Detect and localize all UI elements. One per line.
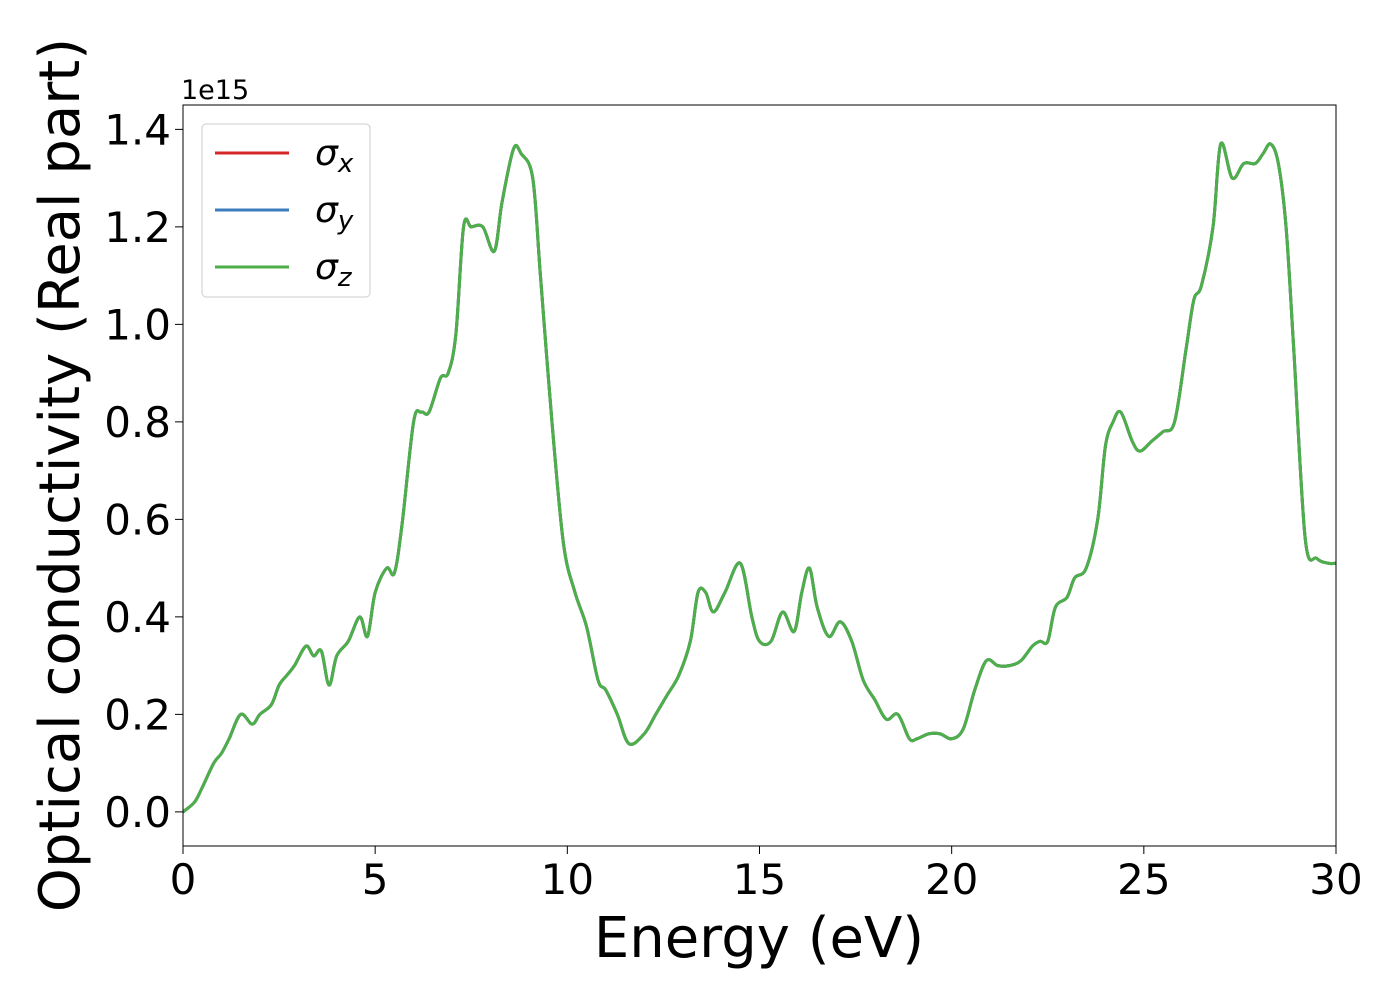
x-tick-label: 0 [170, 855, 197, 904]
y-tick-label: 0.6 [104, 495, 171, 544]
plot-lines [183, 141, 1336, 814]
x-tick-label: 5 [362, 855, 389, 904]
x-tick-label: 15 [733, 855, 786, 904]
legend-label-y: σy [315, 190, 354, 236]
x-axis-ticks: 0 5 10 15 20 25 30 [170, 846, 1363, 904]
y-axis-offset-text: 1e15 [181, 75, 249, 106]
y-tick-label: 1.2 [104, 203, 171, 252]
y-tick-label: 0.2 [104, 690, 171, 739]
legend-label-x: σx [315, 133, 354, 179]
x-tick-label: 10 [541, 855, 594, 904]
x-tick-label: 30 [1309, 855, 1362, 904]
y-tick-label: 1.0 [104, 300, 171, 349]
legend-label-z: σz [315, 247, 353, 293]
y-tick-label: 0.4 [104, 593, 171, 642]
y-axis-label: Optical conductivity (Real part) [28, 38, 93, 912]
y-axis-ticks: 0.0 0.2 0.4 0.6 0.8 1.0 1.2 1.4 [104, 105, 183, 837]
series-line-z [183, 141, 1336, 814]
x-axis-label: Energy (eV) [594, 906, 924, 971]
y-tick-label: 0.8 [104, 398, 171, 447]
legend: σx σy σz [201, 123, 371, 298]
x-tick-label: 25 [1117, 855, 1170, 904]
y-tick-label: 0.0 [104, 788, 171, 837]
x-tick-label: 20 [925, 855, 978, 904]
y-tick-label: 1.4 [104, 105, 171, 154]
